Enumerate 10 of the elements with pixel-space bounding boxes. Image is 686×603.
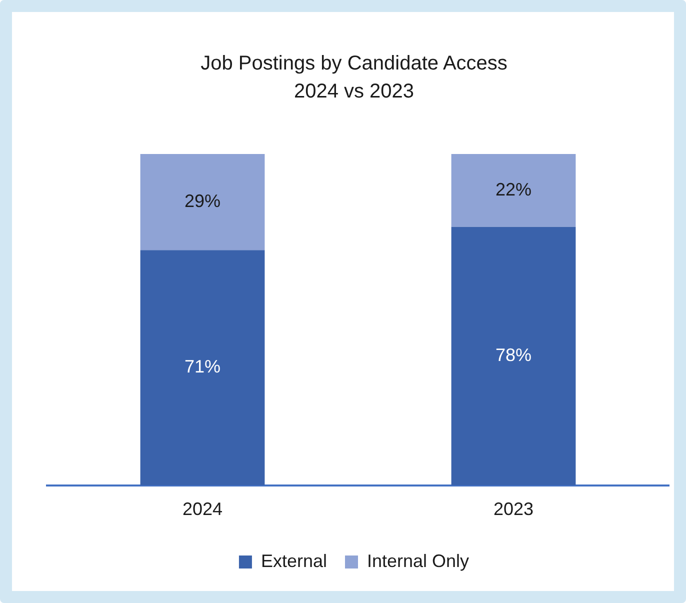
chart-title: Job Postings by Candidate Access	[200, 52, 508, 75]
x-tick-label: 2023	[493, 499, 534, 520]
legend-label: External	[260, 550, 328, 571]
legend-label: Internal Only	[366, 550, 470, 571]
chart-subtitle: 2024 vs 2023	[294, 80, 414, 103]
x-tick-label: 2024	[182, 499, 223, 520]
data-label: 78%	[495, 345, 532, 366]
data-label: 71%	[184, 356, 221, 377]
data-label: 29%	[184, 191, 221, 212]
data-label: 22%	[495, 179, 532, 200]
